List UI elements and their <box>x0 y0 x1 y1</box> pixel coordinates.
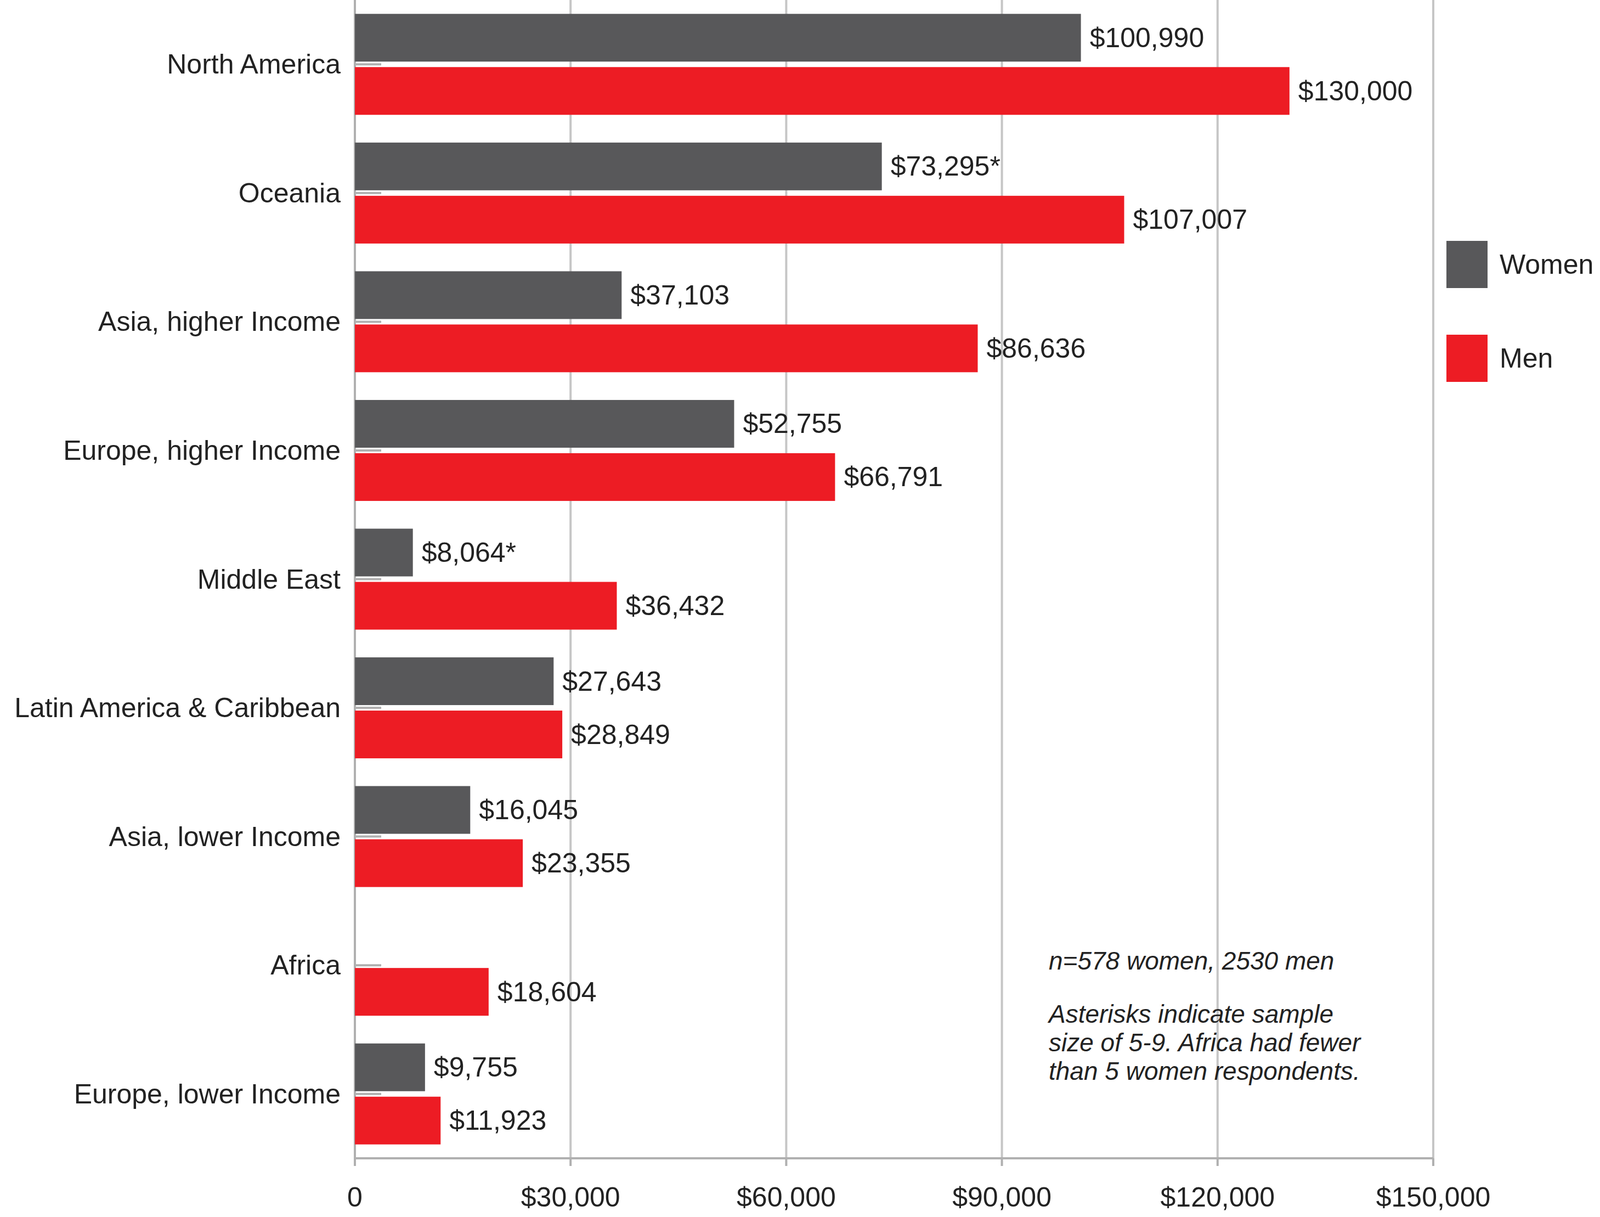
bar <box>354 270 622 319</box>
x-axis <box>354 1156 1434 1159</box>
data-label: $66,791 <box>843 461 943 493</box>
category-label: Asia, higher Income <box>98 306 341 337</box>
bar <box>354 195 1125 244</box>
tick-label: 0 <box>347 1181 363 1213</box>
category-tick <box>354 320 382 323</box>
bar <box>354 581 618 630</box>
category-tick <box>354 63 382 66</box>
category-tick <box>354 191 382 195</box>
bar <box>354 66 1290 115</box>
grid-line <box>1001 0 1004 1158</box>
bar <box>354 399 734 448</box>
category-tick <box>354 449 382 452</box>
bar <box>354 324 978 372</box>
category-label: Oceania <box>238 177 341 209</box>
data-label: $52,755 <box>742 408 842 439</box>
tick-label: $120,000 <box>1160 1181 1276 1213</box>
legend-label: Men <box>1499 342 1553 374</box>
bar <box>354 1043 426 1091</box>
tick-mark <box>1216 1157 1219 1166</box>
data-label: $100,990 <box>1089 22 1205 54</box>
tick-label: $150,000 <box>1376 1181 1491 1213</box>
tick-label: $90,000 <box>952 1181 1052 1213</box>
legend-label: Women <box>1499 249 1594 280</box>
category-label: North America <box>166 48 341 80</box>
grid <box>354 0 1434 1166</box>
data-label: $86,636 <box>986 332 1087 364</box>
category-tick <box>354 963 382 966</box>
data-label: $37,103 <box>630 279 730 311</box>
grid-line <box>1216 0 1219 1158</box>
category-label: Asia, lower Income <box>109 821 341 852</box>
bar <box>354 1096 441 1145</box>
bar <box>354 453 835 501</box>
data-label: $18,604 <box>497 976 597 1008</box>
category-label: Africa <box>270 949 341 981</box>
tick-mark <box>784 1157 788 1166</box>
category-tick <box>354 578 382 581</box>
tick-mark <box>1001 1157 1004 1166</box>
category-tick <box>354 1092 382 1095</box>
bar <box>354 839 523 887</box>
bar <box>354 13 1082 62</box>
category-label: Latin America & Caribbean <box>14 692 341 723</box>
data-label: $130,000 <box>1298 75 1413 107</box>
bar <box>354 657 554 705</box>
annotation: Asterisks indicate sample size of 5-9. A… <box>1048 999 1384 1085</box>
data-label: $36,432 <box>625 590 726 621</box>
data-label: $28,849 <box>570 719 671 750</box>
legend: Women Men <box>1446 240 1594 382</box>
data-label: $16,045 <box>478 794 579 825</box>
tick-mark <box>353 1157 356 1166</box>
category-tick <box>354 706 382 709</box>
category-tick <box>354 835 382 838</box>
data-label: $23,355 <box>531 847 631 879</box>
data-label: $11,923 <box>449 1104 547 1136</box>
data-label: $8,064* <box>421 536 517 568</box>
category-label: Europe, lower Income <box>74 1078 341 1110</box>
tick-mark <box>569 1157 572 1166</box>
legend-swatch <box>1446 334 1488 382</box>
tick-mark <box>1432 1157 1435 1166</box>
data-label: $9,755 <box>433 1051 518 1083</box>
labels: North America $100,990 $130,000 Oceania $73,… <box>14 22 1413 1136</box>
bar <box>354 786 471 834</box>
grid-line <box>1432 0 1435 1158</box>
tick-label: $60,000 <box>736 1181 836 1213</box>
tick-label: $30,000 <box>521 1181 621 1213</box>
category-label: Europe, higher Income <box>63 434 341 466</box>
category-label: Middle East <box>197 563 341 595</box>
bar <box>354 710 563 759</box>
data-label: $73,295* <box>890 150 1001 182</box>
annotation: n=578 women, 2530 men <box>1048 946 1384 975</box>
data-label: $107,007 <box>1133 204 1248 235</box>
bar <box>354 528 414 577</box>
legend-swatch <box>1446 240 1488 288</box>
data-label: $27,643 <box>562 665 662 697</box>
bar <box>354 142 883 191</box>
bar <box>354 967 489 1016</box>
